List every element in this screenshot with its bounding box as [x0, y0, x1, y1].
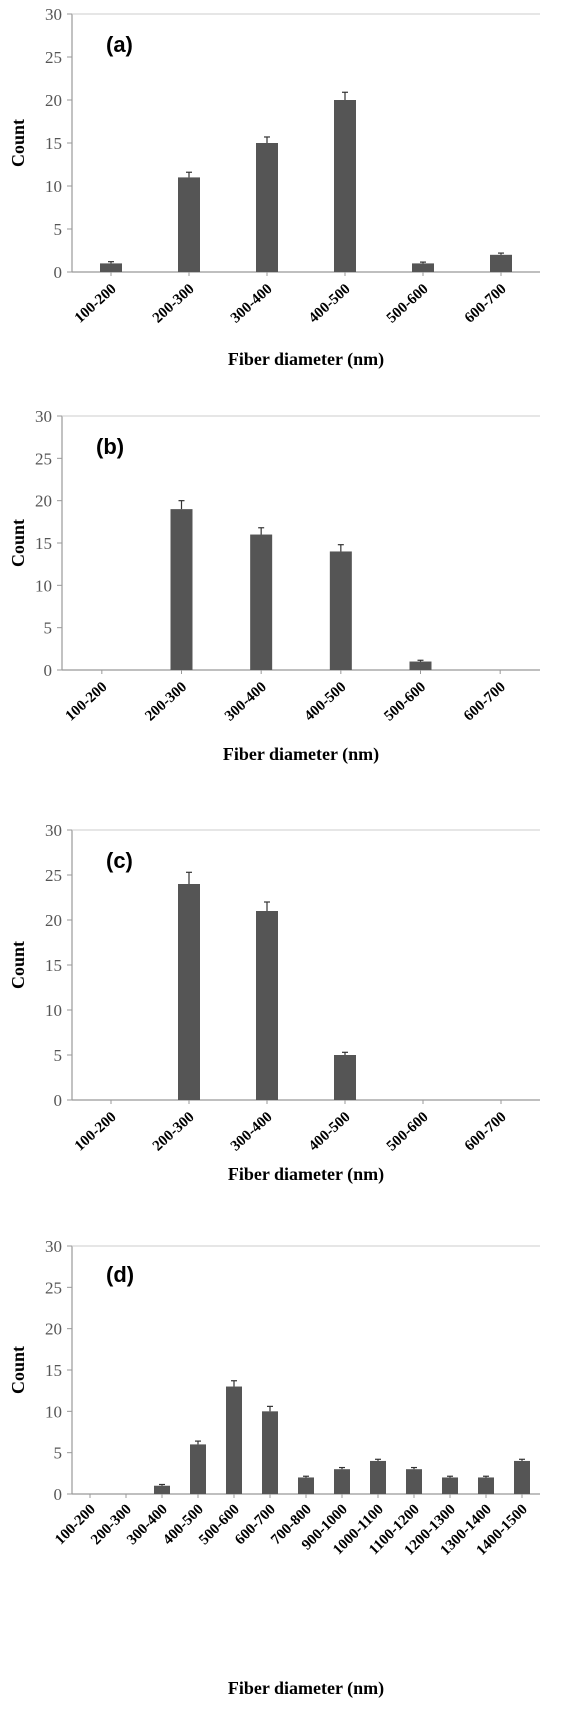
- x-axis-label: Fiber diameter (nm): [228, 1164, 384, 1185]
- y-tick-label: 5: [54, 220, 63, 239]
- y-tick-label: 30: [45, 1237, 62, 1256]
- x-tick-label: 300-400: [228, 1109, 276, 1154]
- chart-panel-d: 0 5 10 15 20 25 30 Count (d) 100-200 200-300 300-40…: [0, 1232, 588, 1712]
- x-tick-label: 300-400: [228, 281, 276, 326]
- panel-label: (b): [96, 434, 124, 459]
- x-tick-label: 100-200: [72, 281, 120, 326]
- y-tick-label: 15: [35, 534, 52, 553]
- bar: [334, 1055, 356, 1100]
- bar: [170, 509, 193, 670]
- bar-chart-c: 0 5 10 15 20 25 30 Count (c) 100-200 200-300 300-40…: [8, 821, 540, 1185]
- x-tick-label: 600-700: [462, 281, 510, 326]
- y-tick-label: 30: [45, 5, 62, 24]
- x-tick-label: 500-600: [381, 679, 429, 724]
- y-tick-label: 20: [45, 91, 62, 110]
- y-tick-label: 5: [54, 1046, 63, 1065]
- chart-panel-b: 0 5 10 15 20 25 30 Count (b) 100-200 200-300 300-40…: [0, 404, 588, 814]
- y-tick-label: 30: [35, 407, 52, 426]
- y-axis-label: Count: [8, 1346, 28, 1394]
- y-tick-label: 5: [44, 619, 53, 638]
- y-tick-label: 25: [45, 866, 62, 885]
- bar-chart-a: 0 5 10 15 20 25 30 Count (a) 100-200 200-300 300-40…: [8, 5, 540, 370]
- x-axis-label: Fiber diameter (nm): [228, 1678, 384, 1699]
- y-tick-label: 20: [45, 1320, 62, 1339]
- bar: [262, 1411, 278, 1494]
- bar: [514, 1460, 530, 1494]
- panel-label: (a): [106, 32, 133, 57]
- bar: [478, 1477, 494, 1494]
- x-axis-label: Fiber diameter (nm): [223, 744, 379, 765]
- bar: [298, 1477, 314, 1494]
- bar: [178, 177, 200, 272]
- x-tick-label: 600-700: [461, 679, 509, 724]
- bar-chart-d: 051015202530Count(d)100-200200-300300-40…: [8, 1237, 540, 1699]
- x-tick-label: 600-700: [462, 1109, 510, 1154]
- x-tick-label: 400-500: [306, 281, 354, 326]
- y-tick-label: 0: [54, 1485, 63, 1504]
- x-tick-label: 400-500: [302, 679, 350, 724]
- y-tick-label: 0: [44, 661, 53, 680]
- x-tick-label: 200-300: [142, 679, 190, 724]
- y-axis-label: Count: [8, 941, 28, 989]
- y-tick-label: 15: [45, 134, 62, 153]
- bar: [370, 1460, 386, 1494]
- y-tick-label: 15: [45, 1361, 62, 1380]
- x-tick-label: 100-200: [72, 1109, 120, 1154]
- y-tick-label: 10: [45, 1402, 62, 1421]
- bar: [226, 1386, 242, 1494]
- x-tick-label: 300-400: [222, 679, 270, 724]
- y-tick-label: 10: [45, 1001, 62, 1020]
- bar: [412, 263, 434, 272]
- panel-label: (c): [106, 848, 133, 873]
- bar: [256, 143, 278, 272]
- x-tick-label: 400-500: [306, 1109, 354, 1154]
- y-tick-label: 30: [45, 821, 62, 840]
- panel-label: (d): [106, 1262, 134, 1287]
- x-tick-label: 200-300: [150, 281, 198, 326]
- y-tick-label: 25: [45, 1278, 62, 1297]
- x-tick-label: 500-600: [384, 281, 432, 326]
- y-tick-label: 25: [35, 449, 52, 468]
- bar: [178, 884, 200, 1100]
- y-axis-label: Count: [8, 519, 28, 567]
- y-axis-label: Count: [8, 119, 28, 167]
- bar: [406, 1469, 422, 1494]
- bar: [100, 263, 122, 272]
- x-tick-label: 100-200: [63, 679, 111, 724]
- x-axis-label: Fiber diameter (nm): [228, 349, 384, 370]
- bar: [490, 254, 512, 272]
- y-tick-label: 20: [35, 492, 52, 511]
- bar: [190, 1444, 206, 1494]
- bar: [334, 1469, 350, 1494]
- y-tick-label: 15: [45, 956, 62, 975]
- bar: [154, 1485, 170, 1494]
- bar: [334, 100, 356, 272]
- y-tick-label: 20: [45, 911, 62, 930]
- y-tick-label: 25: [45, 48, 62, 67]
- bar: [409, 661, 432, 670]
- x-tick-label: 500-600: [384, 1109, 432, 1154]
- chart-panel-a: 0 5 10 15 20 25 30 Count (a) 100-200 200-300 300-40…: [0, 0, 588, 400]
- y-tick-label: 0: [54, 1091, 63, 1110]
- bar: [250, 534, 273, 670]
- bar: [256, 911, 278, 1100]
- y-tick-label: 0: [54, 263, 63, 282]
- chart-panel-c: 0 5 10 15 20 25 30 Count (c) 100-200 200-300 300-40…: [0, 818, 588, 1228]
- y-tick-label: 10: [35, 576, 52, 595]
- bar: [442, 1477, 458, 1494]
- bar: [329, 551, 352, 670]
- x-tick-label: 200-300: [150, 1109, 198, 1154]
- y-tick-label: 10: [45, 177, 62, 196]
- bar-chart-b: 0 5 10 15 20 25 30 Count (b) 100-200 200-300 300-40…: [8, 407, 540, 765]
- y-tick-label: 5: [54, 1444, 63, 1463]
